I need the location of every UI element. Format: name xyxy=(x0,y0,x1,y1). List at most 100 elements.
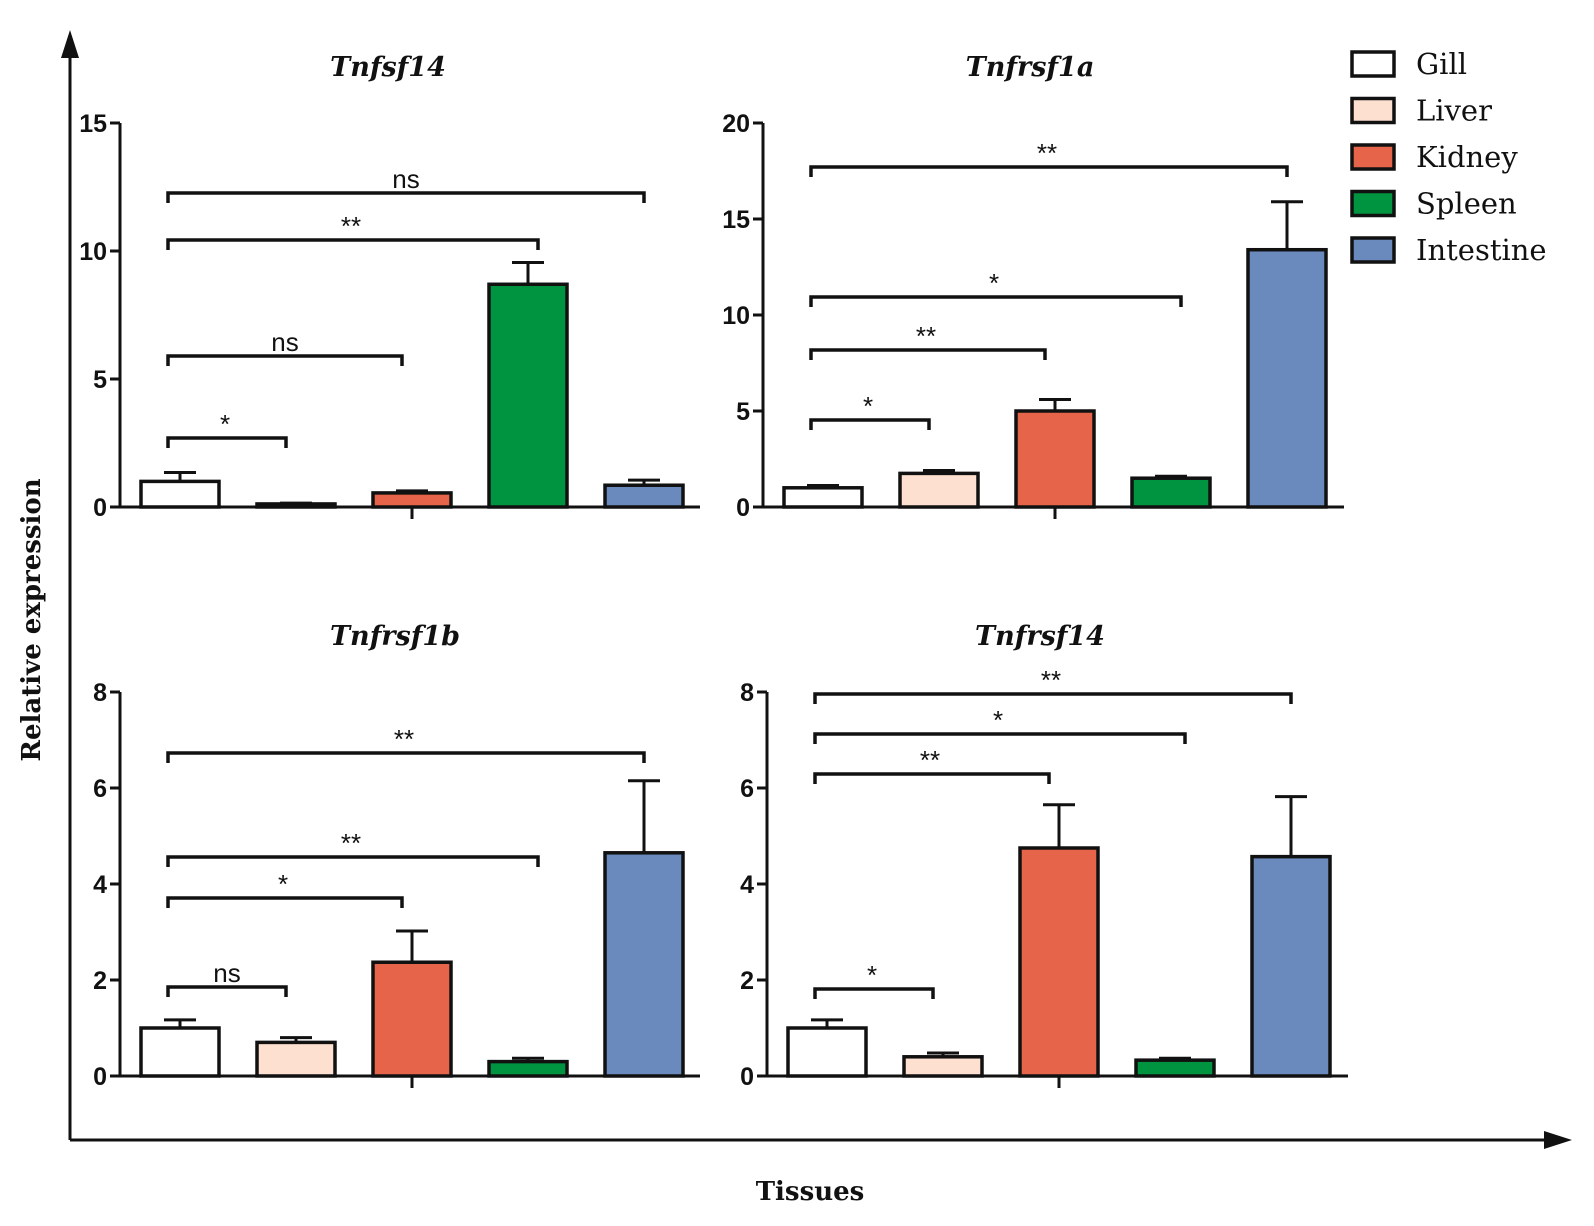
legend: Gill Liver Kidney Spleen Intestine xyxy=(1350,47,1547,267)
bar-gill xyxy=(786,1026,868,1078)
legend-label: Gill xyxy=(1416,47,1467,81)
y-tick-label: 0 xyxy=(736,494,750,522)
legend-label: Spleen xyxy=(1416,187,1517,221)
legend-swatch xyxy=(1350,236,1396,264)
significance-label: * xyxy=(867,960,877,990)
bar-intestine xyxy=(1246,247,1328,509)
significance-label: ** xyxy=(1041,665,1061,695)
legend-swatch xyxy=(1350,50,1396,78)
significance-label: * xyxy=(993,705,1003,735)
significance-label: * xyxy=(863,391,873,421)
panel-title: Tnfrsf1b xyxy=(330,621,460,652)
bar-kidney xyxy=(1014,409,1096,509)
y-tick-label: 20 xyxy=(722,110,750,138)
y-tick-label: 5 xyxy=(93,366,107,394)
significance-bracket: ** xyxy=(809,321,1047,360)
significance-label: ** xyxy=(1037,138,1057,168)
y-tick-label: 6 xyxy=(93,775,107,803)
significance-bracket: * xyxy=(813,705,1187,744)
significance-bracket: ** xyxy=(166,724,646,763)
panel-title: Tnfsf14 xyxy=(330,52,446,83)
y-axis-title: Relative expression xyxy=(17,478,47,761)
bar-liver xyxy=(255,1040,337,1078)
significance-label: ** xyxy=(394,724,414,754)
legend-label: Liver xyxy=(1416,94,1492,128)
legend-item-spleen: Spleen xyxy=(1350,187,1517,221)
y-tick-label: 8 xyxy=(740,679,754,707)
significance-bracket: ** xyxy=(166,211,540,250)
significance-bracket: ns xyxy=(166,327,404,366)
y-tick-label: 15 xyxy=(722,206,750,234)
legend-item-gill: Gill xyxy=(1350,47,1467,81)
bar-kidney xyxy=(371,960,453,1078)
significance-bracket: * xyxy=(166,409,288,448)
y-tick-label: 0 xyxy=(93,494,107,522)
legend-swatch xyxy=(1350,143,1396,171)
significance-label: * xyxy=(278,869,288,899)
y-axis-arrow-icon xyxy=(61,30,79,58)
panel-title: Tnfrsf1a xyxy=(966,52,1095,83)
significance-label: ns xyxy=(213,958,240,988)
bar-kidney xyxy=(1018,846,1100,1078)
bar-spleen xyxy=(1130,476,1212,509)
legend-item-kidney: Kidney xyxy=(1350,140,1518,174)
x-axis-arrow-icon xyxy=(1544,1131,1572,1149)
y-tick-label: 8 xyxy=(93,679,107,707)
y-tick-label: 2 xyxy=(93,967,107,995)
y-tick-label: 4 xyxy=(740,871,754,899)
panel-tnfsf14: Tnfsf14 0 5 10 15 * ns ** ns xyxy=(79,52,700,522)
significance-bracket: ** xyxy=(809,138,1289,177)
significance-bracket: ** xyxy=(166,828,540,867)
legend-item-intestine: Intestine xyxy=(1350,233,1547,267)
y-tick-label: 5 xyxy=(736,398,750,426)
bar-intestine xyxy=(603,483,685,509)
significance-bracket: ns xyxy=(166,164,646,203)
significance-bracket: ** xyxy=(813,665,1293,704)
significance-bracket: * xyxy=(809,391,931,430)
significance-label: ** xyxy=(916,321,936,351)
significance-label: ** xyxy=(341,828,361,858)
legend-label: Intestine xyxy=(1416,233,1547,267)
bar-spleen xyxy=(1134,1058,1216,1078)
y-tick-label: 0 xyxy=(93,1063,107,1091)
legend-swatch xyxy=(1350,189,1396,218)
bar-gill xyxy=(782,486,864,509)
significance-bracket: * xyxy=(166,869,404,908)
panel-title: Tnfrsf14 xyxy=(975,621,1105,652)
legend-swatch xyxy=(1350,96,1396,125)
bar-spleen xyxy=(487,282,569,509)
significance-bracket: ** xyxy=(813,745,1051,784)
bar-gill xyxy=(139,479,221,509)
legend-label: Kidney xyxy=(1416,140,1518,174)
significance-label: * xyxy=(220,409,230,439)
significance-label: ns xyxy=(392,164,419,194)
bar-kidney xyxy=(371,491,453,509)
significance-bracket: * xyxy=(813,960,935,999)
y-tick-label: 0 xyxy=(740,1063,754,1091)
significance-label: * xyxy=(989,268,999,298)
significance-label: ** xyxy=(341,211,361,241)
significance-label: ns xyxy=(271,327,298,357)
y-tick-label: 15 xyxy=(79,110,107,138)
bar-intestine xyxy=(603,851,685,1078)
y-tick-label: 6 xyxy=(740,775,754,803)
bar-intestine xyxy=(1250,854,1332,1078)
bar-spleen xyxy=(487,1059,569,1078)
y-tick-label: 10 xyxy=(79,238,107,266)
significance-label: ** xyxy=(920,745,940,775)
y-tick-label: 4 xyxy=(93,871,107,899)
bar-gill xyxy=(139,1026,221,1078)
y-tick-label: 2 xyxy=(740,967,754,995)
panels: Tnfsf14051015*ns**nsTnfrsf1a05101520****… xyxy=(79,52,1348,1091)
legend-item-liver: Liver xyxy=(1350,94,1492,128)
significance-bracket: * xyxy=(809,268,1183,307)
bar-liver xyxy=(902,1055,984,1078)
bar-liver xyxy=(255,502,337,509)
significance-bracket: ns xyxy=(166,958,288,997)
y-tick-label: 10 xyxy=(722,302,750,330)
x-axis-title: Tissues xyxy=(756,1177,865,1207)
